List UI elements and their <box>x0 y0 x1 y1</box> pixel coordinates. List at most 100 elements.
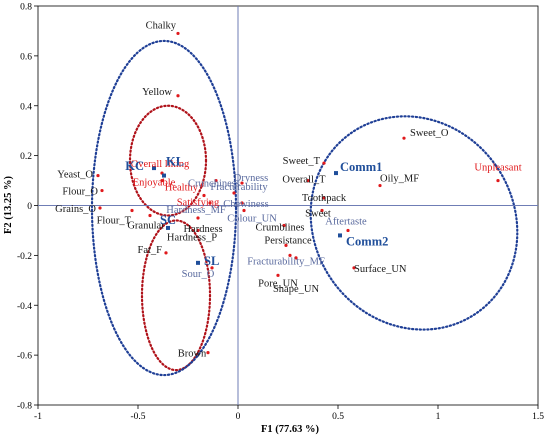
sample-point-kc <box>152 166 156 171</box>
y-tick-label: -0.8 <box>17 402 32 412</box>
attribute-label-flour-t: Flour_T <box>97 215 132 226</box>
attribute-point-sweet-o <box>402 136 406 140</box>
attribute-point-sweet-t <box>322 161 326 165</box>
attribute-label-oily-mf: Oily_MF <box>380 174 419 185</box>
x-tick-label: 1.5 <box>532 412 544 422</box>
attribute-label-satisfying: Satisfying <box>177 198 220 209</box>
attribute-point-unpleasant <box>496 178 500 183</box>
y-tick-label: 0 <box>27 202 32 212</box>
y-tick-label: 0.6 <box>20 52 32 62</box>
attribute-label-sweet: Sweet <box>305 208 331 219</box>
attribute-label-crunchiness: Crunchiness <box>188 179 240 190</box>
attribute-point-colour-un <box>242 208 246 213</box>
attribute-label-healthy: Healthy <box>165 183 199 194</box>
attribute-point-persistance <box>284 243 288 247</box>
attribute-point-flour-o <box>100 188 104 193</box>
y-tick-label: -0.6 <box>17 352 32 362</box>
attribute-point-surface-un <box>352 266 356 270</box>
attribute-point-hardness <box>196 216 200 220</box>
attribute-point-sour-o <box>210 266 214 270</box>
attribute-label-surface-un: Surface_UN <box>354 264 407 275</box>
attribute-label-yellow: Yellow <box>142 87 172 98</box>
sample-label-comm2: Comm2 <box>346 234 388 248</box>
sample-label-sc: SC <box>160 213 176 227</box>
attribute-point-crunchiness <box>214 178 218 183</box>
attribute-point-yeast-o <box>96 173 100 178</box>
attribute-label-shape-un: Shape_UN <box>273 284 319 295</box>
attribute-point-sweet <box>320 208 324 213</box>
attribute-point-crumblines <box>282 223 286 228</box>
attribute-label-sour-o: Sour_O <box>182 269 215 280</box>
attribute-point-grains-o <box>98 206 102 210</box>
y-tick-label: 0.2 <box>20 152 32 162</box>
blue-ellipse-3 <box>90 39 238 377</box>
attribute-label-hardness: Hardness <box>183 224 222 235</box>
sample-label-comm1: Comm1 <box>340 160 382 174</box>
sample-label-sl: SL <box>204 254 219 268</box>
attribute-point-oily-mf <box>378 183 382 188</box>
attribute-label-chalky: Chalky <box>146 20 177 31</box>
attribute-label-fracturability: Fracturability <box>210 182 268 193</box>
attribute-point-fat-f <box>164 251 168 255</box>
x-axis-title: F1 (77.63 %) <box>261 424 320 435</box>
attribute-point-hardness-p <box>196 228 200 233</box>
sample-point-comm1 <box>334 171 338 176</box>
attribute-point-overall-t <box>306 178 310 183</box>
axis-ticks: -1 -0.5 0 0.5 1 1.5 -0.8 -0.6 -0.4 -0.2 0 0.2 0.4 0.6… <box>17 3 544 423</box>
attribute-point-pore-un <box>276 273 280 277</box>
y-tick-label: 0.4 <box>20 102 32 112</box>
sample-label-kc: KC <box>125 159 144 173</box>
attribute-label-fat-f: Fat_F <box>137 245 162 256</box>
attribute-label-overall-liking: Overall liking <box>131 159 190 170</box>
y-tick-label: -0.2 <box>17 252 32 262</box>
x-tick-label: 0 <box>236 412 241 422</box>
attribute-point-satisfying <box>202 193 206 198</box>
attribute-label-overall-t: Overall_T <box>282 175 326 186</box>
attribute-label-fracturability-mf: Fracturability_MF <box>247 256 325 267</box>
sample-label-kl: KL <box>166 155 184 169</box>
attribute-point-fracturability <box>232 191 236 195</box>
ellipses-layer <box>90 39 519 377</box>
attribute-point-dryness <box>240 181 244 185</box>
attribute-label-flour-o: Flour_O <box>62 187 98 198</box>
attribute-point-flour-t <box>130 208 134 213</box>
attribute-point-yellow <box>176 94 180 98</box>
data-points <box>96 31 500 355</box>
attribute-label-sweet-o: Sweet_O <box>410 128 449 139</box>
attribute-label-sweet-t: Sweet_T <box>283 156 321 167</box>
attribute-label-hardness-p: Hardness_P <box>167 232 217 243</box>
attribute-label-granular: Granular <box>127 220 165 231</box>
attribute-point-chewiness <box>240 201 244 205</box>
y-axis-title: F2 (13.25 %) <box>3 175 14 234</box>
attribute-label-unpleasant: Unpleasant <box>474 163 521 174</box>
x-tick-label: -1 <box>34 412 42 422</box>
red-ellipse-2 <box>140 219 212 372</box>
attribute-point-enjoyable <box>160 178 164 183</box>
attribute-label-aftertaste: Aftertaste <box>325 216 367 227</box>
x-tick-label: 0.5 <box>332 412 344 422</box>
attribute-label-pore-un: Pore_UN <box>258 278 298 289</box>
point-labels: Chalky Yellow Yeast_O Flour_O Grains_OFlour_… <box>55 20 522 359</box>
reference-axes <box>38 6 538 405</box>
attribute-label-dryness: Dryness <box>234 173 268 184</box>
attribute-point-toothpack <box>322 196 326 200</box>
sample-point-kl <box>162 173 166 178</box>
attribute-label-crumblines: Crumblines <box>256 222 305 233</box>
attribute-point-brown <box>206 351 210 355</box>
attribute-point-hardness-mf <box>208 201 212 205</box>
y-tick-label: 0.8 <box>20 3 32 13</box>
attribute-point-healthy <box>200 183 204 188</box>
attribute-label-hardness-mf: Hardness_MF <box>166 205 226 216</box>
x-tick-label: 1 <box>436 412 441 422</box>
attribute-point-shape-un <box>294 256 298 260</box>
blue-ellipse-4 <box>309 115 519 331</box>
attribute-point-granular <box>148 213 152 218</box>
attribute-point-chalky <box>176 31 180 36</box>
red-ellipse-1 <box>128 104 208 217</box>
attribute-label-colour-un: Colour_UN <box>227 213 277 224</box>
attribute-label-brown: Brown <box>178 349 207 360</box>
x-tick-label: -0.5 <box>130 412 145 422</box>
attribute-label-chewiness: Chewiness <box>223 199 269 210</box>
attribute-label-toothpack: Toothpack <box>302 193 347 204</box>
